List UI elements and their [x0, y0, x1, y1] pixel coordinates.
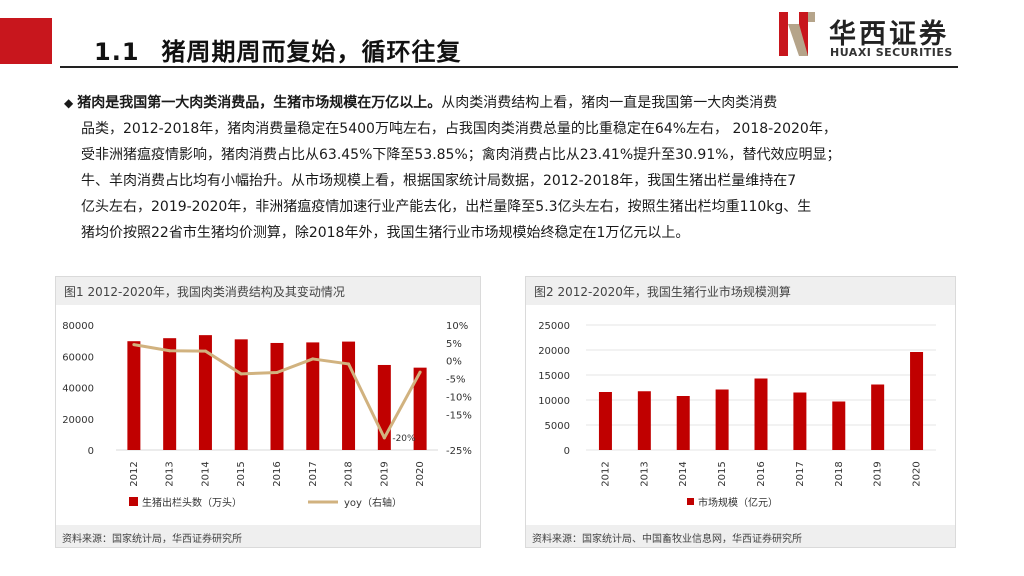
- bar-hog-slaughter: [306, 342, 320, 450]
- x-axis-tick-label: 2017: [308, 461, 319, 486]
- brand-logo: 华西证券 HUAXI SECURITIES: [777, 10, 952, 60]
- paragraph-line-3: 受非洲猪瘟疫情影响，猪肉消费占比从63.45%下降至53.85%；禽肉消费占比从…: [81, 147, 841, 163]
- point-yoy: [239, 372, 243, 376]
- bar-hog-slaughter: [127, 341, 141, 450]
- x-axis-tick-label: 2013: [639, 461, 650, 486]
- bar-market-size: [832, 401, 846, 450]
- chart-source: 资料来源：国家统计局，华西证券研究所: [62, 534, 242, 545]
- title-divider: [60, 66, 958, 68]
- y-axis-left-tick-label: 80000: [62, 321, 94, 332]
- annotation-label: -20%: [392, 434, 416, 444]
- x-axis-tick-label: 2019: [379, 461, 390, 486]
- y-axis-right-tick-label: 5%: [446, 339, 462, 350]
- legend-swatch-bar: [687, 498, 694, 505]
- bar-market-size: [793, 392, 807, 450]
- point-yoy: [418, 370, 422, 374]
- y-axis-tick-label: 15000: [538, 371, 570, 382]
- point-yoy: [168, 349, 172, 353]
- paragraph-line-4: 牛、羊肉消费占比均有小幅抬升。从市场规模上看，根据国家统计局数据，2012-20…: [81, 173, 797, 189]
- panel-header: 图1 2012-2020年，我国肉类消费结构及其变动情况: [56, 277, 480, 305]
- x-axis-tick-label: 2015: [236, 461, 247, 486]
- logo-chinese-name: 华西证券: [829, 19, 949, 50]
- point-yoy: [132, 343, 136, 347]
- y-axis-left-tick-label: 40000: [62, 384, 94, 395]
- y-axis-left-tick-label: 20000: [62, 415, 94, 426]
- bar-hog-slaughter: [270, 342, 284, 450]
- legend-label-bar: 市场规模（亿元）: [698, 496, 778, 509]
- paragraph-lead: 猪肉是我国第一大肉类消费品，生猪市场规模在万亿以上。: [77, 95, 442, 111]
- x-axis-tick-label: 2020: [415, 461, 426, 486]
- paragraph-line-5: 亿头左右，2019-2020年，非洲猪瘟疫情加速行业产能去化，出栏量降至5.3亿…: [81, 199, 812, 215]
- section-title-text: 猪周期周而复始，循环往复: [161, 38, 462, 66]
- y-axis-right-tick-label: 10%: [446, 321, 468, 332]
- x-axis-tick-label: 2012: [129, 461, 140, 486]
- y-axis-right-tick-label: 0%: [446, 357, 462, 368]
- header-red-block: [0, 18, 52, 64]
- bar-hog-slaughter: [234, 339, 248, 450]
- chart-panel-hog-slaughter: 图1 2012-2020年，我国肉类消费结构及其变动情况 0 20000 40000…: [55, 276, 481, 548]
- x-axis-tick-label: 2019: [873, 461, 884, 486]
- bar-market-size: [871, 384, 885, 450]
- bar-hog-slaughter: [342, 341, 356, 450]
- bar-hog-slaughter: [198, 335, 212, 450]
- x-axis-tick-label: 2018: [834, 461, 845, 486]
- y-axis-right-tick-label: -15%: [446, 410, 472, 421]
- paragraph-line-2: 品类，2012-2018年，猪肉消费量稳定在5400万吨左右，占我国肉类消费总量…: [81, 121, 837, 137]
- y-axis-tick-label: 20000: [538, 346, 570, 357]
- logo-english-name: HUAXI SECURITIES: [830, 46, 953, 59]
- point-yoy: [382, 436, 386, 440]
- bar-hog-slaughter: [163, 338, 177, 450]
- hog-slaughter-chart: 0 20000 40000 60000 80000 -25% -15% -10% -5% 0% 5%…: [62, 321, 472, 509]
- bar-market-size: [910, 352, 924, 450]
- x-axis-tick-label: 2014: [200, 461, 211, 486]
- panel-footer: 资料来源：国家统计局，华西证券研究所: [56, 525, 480, 547]
- page-title: 1.1 猪周期周而复始，循环往复: [94, 32, 462, 67]
- bar-market-size: [637, 391, 651, 450]
- x-axis-tick-label: 2017: [795, 461, 806, 486]
- legend-swatch-bar: [129, 497, 138, 506]
- point-yoy: [275, 371, 279, 374]
- y-axis-tick-label: 0: [564, 446, 570, 457]
- bar-market-size: [715, 389, 729, 450]
- point-yoy: [311, 357, 315, 361]
- x-axis-tick-label: 2020: [912, 461, 923, 486]
- bar-market-size: [676, 396, 690, 450]
- legend-label-bar: 生猪出栏头数（万头）: [142, 496, 242, 509]
- chart-title: 图1 2012-2020年，我国肉类消费结构及其变动情况: [64, 285, 345, 299]
- huaxi-logo-icon: [779, 12, 815, 56]
- legend-label-line: yoy（右轴）: [344, 496, 402, 509]
- chart-panel-market-size: 图2 2012-2020年，我国生猪行业市场规模测算 0 5000 10000 150…: [525, 276, 956, 548]
- y-axis-left-tick-label: 0: [88, 446, 94, 457]
- bullet-diamond-icon: ◆: [64, 96, 74, 110]
- chart-title: 图2 2012-2020年，我国生猪行业市场规模测算: [534, 285, 791, 299]
- bar-market-size: [598, 392, 612, 450]
- y-axis-right-tick-label: -25%: [446, 446, 472, 457]
- point-yoy: [347, 362, 351, 366]
- y-axis-tick-label: 10000: [538, 396, 570, 407]
- x-axis-tick-label: 2015: [717, 461, 728, 486]
- y-axis-right-tick-label: -5%: [446, 375, 465, 386]
- x-axis-tick-label: 2012: [600, 461, 611, 486]
- x-axis-tick-label: 2016: [756, 461, 767, 486]
- section-number: 1.1: [94, 38, 140, 66]
- y-axis-tick-label: 5000: [545, 421, 570, 432]
- summary-paragraph: ◆ 猪肉是我国第一大肉类消费品，生猪市场规模在万亿以上。从肉类消费结构上看，猪肉一…: [64, 90, 962, 246]
- x-axis-tick-label: 2016: [272, 461, 283, 486]
- bar-hog-slaughter: [413, 367, 427, 450]
- paragraph-line-1: ◆ 猪肉是我国第一大肉类消费品，生猪市场规模在万亿以上。从肉类消费结构上看，猪肉一…: [64, 90, 962, 116]
- y-axis-right-tick-label: -10%: [446, 392, 472, 403]
- point-yoy: [203, 349, 207, 353]
- x-axis-tick-label: 2014: [678, 461, 689, 486]
- chart-source: 资料来源：国家统计局、中国畜牧业信息网，华西证券研究所: [532, 534, 802, 545]
- x-axis-tick-label: 2013: [165, 461, 176, 486]
- x-axis-tick-label: 2018: [344, 461, 355, 486]
- market-size-chart: 0 5000 10000 15000 20000 25000 2012 2013 2014 201…: [538, 321, 936, 509]
- paragraph-line-6: 猪均价按照22省市生猪均价测算，除2018年外，我国生猪行业市场规模始终稳定在1…: [81, 225, 690, 241]
- paragraph-text: 从肉类消费结构上看，猪肉一直是我国第一大肉类消费: [441, 95, 778, 111]
- panel-footer: 资料来源：国家统计局、中国畜牧业信息网，华西证券研究所: [526, 525, 955, 547]
- y-axis-left-tick-label: 60000: [62, 352, 94, 363]
- bar-market-size: [754, 378, 768, 450]
- panel-header: 图2 2012-2020年，我国生猪行业市场规模测算: [526, 277, 955, 305]
- y-axis-tick-label: 25000: [538, 321, 570, 332]
